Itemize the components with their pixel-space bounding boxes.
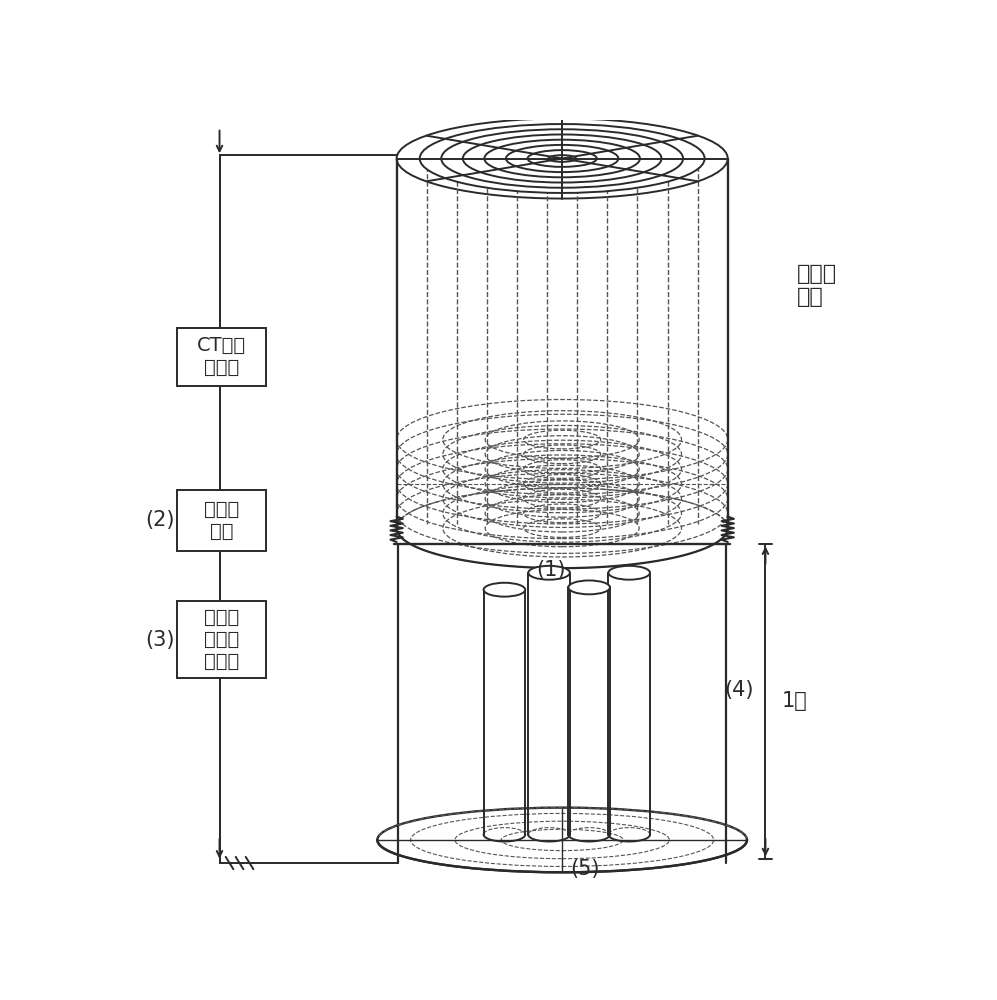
Ellipse shape xyxy=(420,124,705,193)
Bar xyxy=(177,328,266,386)
Text: 可编程
逻辑控
制装置: 可编程 逻辑控 制装置 xyxy=(203,608,239,671)
Bar xyxy=(177,601,266,678)
Ellipse shape xyxy=(442,129,683,188)
Ellipse shape xyxy=(484,583,525,597)
Text: 1米: 1米 xyxy=(782,691,808,711)
Text: (4): (4) xyxy=(725,680,754,700)
Ellipse shape xyxy=(568,580,610,594)
Text: CT电流
传感器: CT电流 传感器 xyxy=(196,336,246,377)
Ellipse shape xyxy=(397,118,728,199)
Ellipse shape xyxy=(485,140,640,177)
Ellipse shape xyxy=(527,150,597,167)
Text: (3): (3) xyxy=(146,630,175,650)
Ellipse shape xyxy=(528,566,570,580)
Text: (5): (5) xyxy=(570,859,600,879)
Ellipse shape xyxy=(505,145,618,172)
Ellipse shape xyxy=(548,155,576,162)
Bar xyxy=(177,490,266,551)
Ellipse shape xyxy=(463,134,661,183)
Text: (2): (2) xyxy=(146,510,175,530)
Text: 状态触
发源: 状态触 发源 xyxy=(203,500,239,541)
Text: 干式电
抗器: 干式电 抗器 xyxy=(797,264,837,307)
Ellipse shape xyxy=(608,566,650,580)
Text: (1): (1) xyxy=(535,560,565,580)
Ellipse shape xyxy=(378,808,747,872)
